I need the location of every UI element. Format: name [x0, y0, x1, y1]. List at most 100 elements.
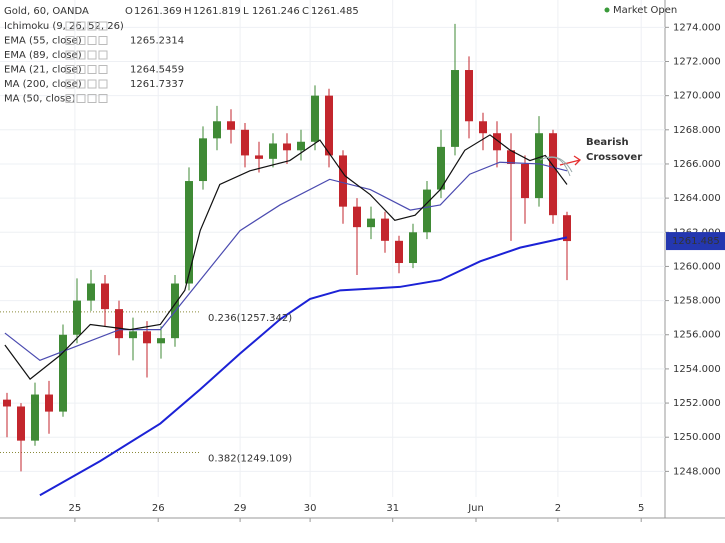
legend-icon [65, 21, 75, 31]
y-tick-label: 1250.000 [673, 432, 721, 443]
legend-icon [98, 65, 108, 74]
fib-label: 0.236(1257.342) [208, 313, 292, 324]
indicator-line [39, 236, 568, 497]
candle-body [535, 133, 543, 199]
market-status: Market Open [613, 5, 677, 16]
legend-icon [76, 21, 86, 31]
candle-body [381, 218, 389, 241]
legend-icon [65, 36, 75, 45]
legend-icon [98, 21, 108, 31]
legend-name: MA (200, close) [4, 79, 82, 90]
legend-icon [76, 50, 86, 60]
candle-body [549, 133, 557, 216]
legend-icon [87, 36, 97, 45]
y-tick-label: 1260.000 [673, 261, 721, 272]
candle-body [31, 394, 39, 441]
candle-body [269, 143, 277, 159]
candle-body [423, 189, 431, 233]
candle-body [87, 283, 95, 301]
x-tick-label: 5 [638, 503, 644, 514]
indicator-line [4, 161, 568, 362]
candle-body [73, 300, 81, 335]
legend-icon [65, 94, 75, 103]
symbol-title: Gold, 60, OANDA [4, 6, 89, 17]
y-tick-label: 1264.000 [673, 193, 721, 204]
legend-icon [87, 21, 97, 31]
candle-body [297, 141, 305, 151]
y-tick-label: 1254.000 [673, 364, 721, 375]
x-tick-label: Jun [467, 503, 484, 514]
legend-icon [87, 94, 97, 103]
candle-body [479, 121, 487, 134]
ohlc-key: O [125, 6, 133, 17]
candle-body [129, 331, 137, 339]
ohlc-value: 1261.246 [252, 6, 300, 17]
annotation-text: Crossover [586, 152, 642, 163]
y-tick-label: 1248.000 [673, 466, 721, 477]
candle-body [395, 240, 403, 264]
candle-body [185, 181, 193, 284]
legend-value: 1264.5459 [130, 65, 184, 76]
indicator-line [4, 134, 568, 381]
status-dot [604, 7, 610, 13]
y-tick-label: 1252.000 [673, 398, 721, 409]
legend-name: EMA (55, close) [4, 36, 82, 47]
legend-icon [98, 79, 108, 89]
candle-body [367, 218, 375, 228]
candle-body [507, 150, 515, 164]
candle-body [325, 95, 333, 156]
candle-body [227, 121, 235, 130]
candle-body [115, 309, 123, 339]
candle-body [465, 70, 473, 122]
legend-icon [98, 50, 108, 60]
ohlc-value: 1261.819 [193, 6, 241, 17]
candle-body [255, 155, 263, 159]
y-tick-label: 1258.000 [673, 296, 721, 307]
y-tick-label: 1270.000 [673, 91, 721, 102]
annotation-text: Bearish [586, 137, 629, 148]
legend-name: MA (50, close) [4, 94, 75, 105]
x-tick-label: 2 [555, 503, 561, 514]
candle-body [101, 283, 109, 310]
legend-icon [87, 79, 97, 89]
ohlc-value: 1261.369 [134, 6, 182, 17]
candle-body [493, 133, 501, 151]
ohlc-key: C [302, 6, 309, 17]
candle-body [409, 232, 417, 264]
x-tick-label: 26 [152, 503, 165, 514]
legend-icon [76, 36, 86, 45]
candle-body [563, 215, 571, 242]
legend-icon [98, 36, 108, 45]
legend-icon [76, 65, 86, 74]
candle-body [521, 163, 529, 199]
legend-value: 1261.7337 [130, 79, 184, 90]
ohlc-key: L [243, 6, 249, 17]
candle-body [241, 129, 249, 156]
price-tag-label: 1261.485 [672, 236, 720, 247]
legend-icon [76, 94, 86, 103]
legend-icon [65, 65, 75, 74]
candle-body [451, 70, 459, 147]
x-tick-label: 30 [304, 503, 317, 514]
x-tick-label: 29 [234, 503, 247, 514]
ohlc-key: H [184, 6, 192, 17]
legend-name: EMA (89, close) [4, 50, 82, 61]
candle-body [437, 146, 445, 190]
ohlc-value: 1261.485 [311, 6, 359, 17]
fib-label: 0.382(1249.109) [208, 453, 292, 464]
candle-body [339, 155, 347, 207]
legend-icon [76, 79, 86, 89]
x-tick-label: 31 [386, 503, 399, 514]
crossover-mark [539, 156, 573, 177]
candle-body [59, 334, 67, 412]
candle-body [311, 95, 319, 142]
legend-icon [87, 65, 97, 74]
y-tick-label: 1272.000 [673, 56, 721, 67]
candle-body [213, 121, 221, 139]
legend-icon [65, 50, 75, 60]
candle-body [353, 206, 361, 228]
candle-body [3, 399, 11, 407]
candle-body [45, 394, 53, 412]
